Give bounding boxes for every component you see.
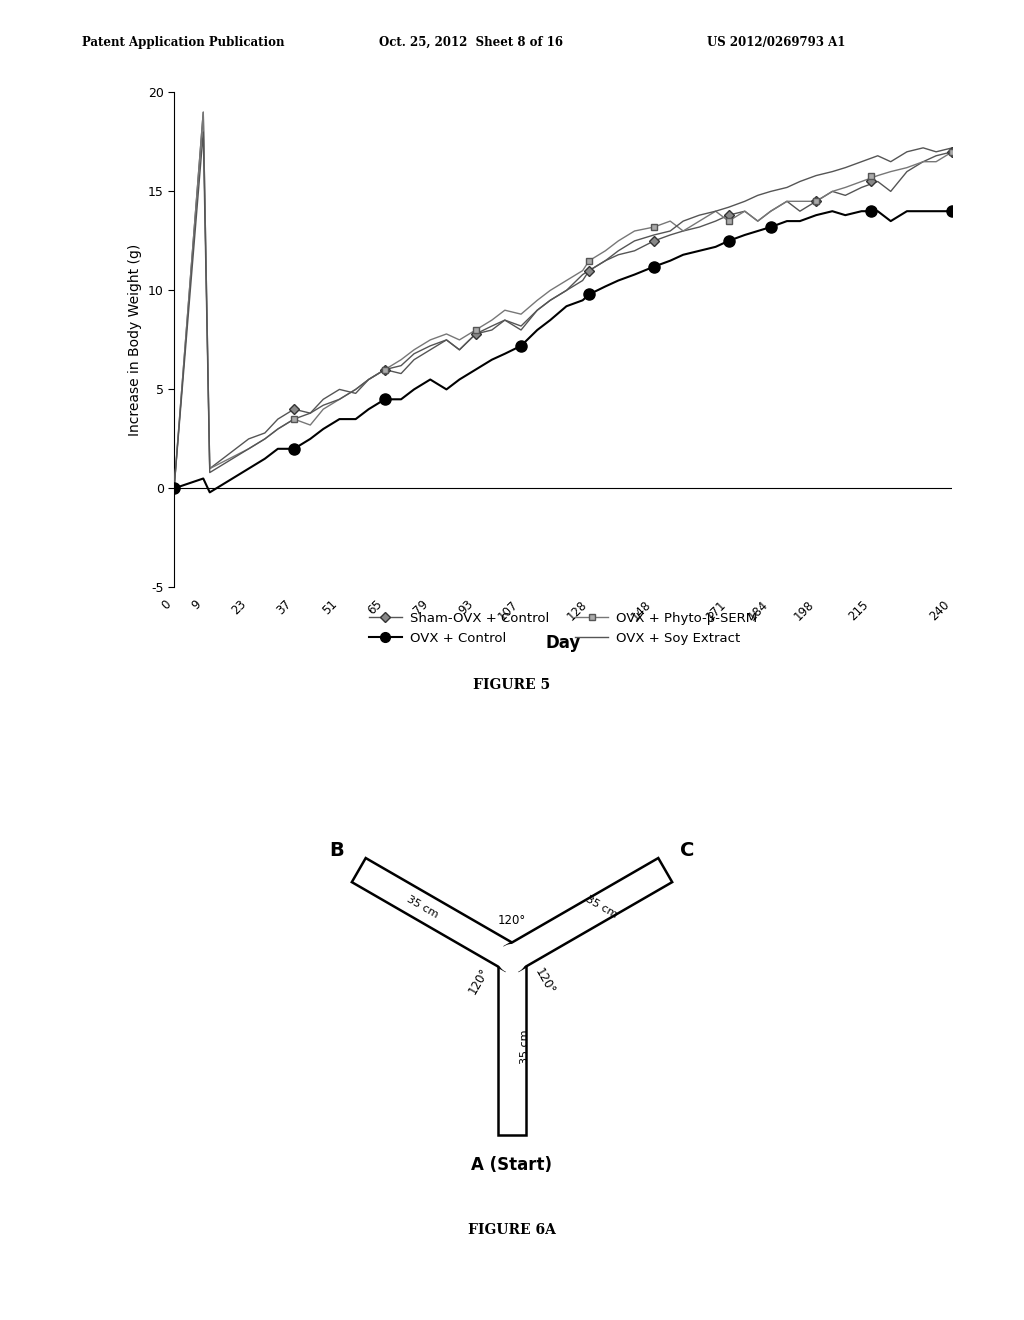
Text: B: B xyxy=(329,841,344,859)
Polygon shape xyxy=(352,858,519,970)
Text: US 2012/0269793 A1: US 2012/0269793 A1 xyxy=(707,36,845,49)
Text: A (Start): A (Start) xyxy=(471,1156,553,1173)
Text: FIGURE 5: FIGURE 5 xyxy=(473,678,551,692)
Polygon shape xyxy=(498,944,526,973)
Text: 35 cm: 35 cm xyxy=(406,894,440,920)
Text: 120°: 120° xyxy=(532,966,557,997)
Text: Patent Application Publication: Patent Application Publication xyxy=(82,36,285,49)
Y-axis label: Increase in Body Weight (g): Increase in Body Weight (g) xyxy=(128,244,142,436)
Polygon shape xyxy=(498,958,526,1135)
Polygon shape xyxy=(505,858,672,970)
Text: 35 cm: 35 cm xyxy=(584,894,618,920)
Text: Oct. 25, 2012  Sheet 8 of 16: Oct. 25, 2012 Sheet 8 of 16 xyxy=(379,36,563,49)
Text: 120°: 120° xyxy=(467,966,492,997)
Legend: Sham-OVX + Control, OVX + Control, OVX + Phyto-β-SERM, OVX + Soy Extract: Sham-OVX + Control, OVX + Control, OVX +… xyxy=(369,612,758,644)
Text: C: C xyxy=(680,841,694,859)
Text: 120°: 120° xyxy=(498,915,526,927)
Text: FIGURE 6A: FIGURE 6A xyxy=(468,1224,556,1237)
Text: 35 cm: 35 cm xyxy=(519,1030,529,1064)
X-axis label: Day: Day xyxy=(546,634,581,652)
